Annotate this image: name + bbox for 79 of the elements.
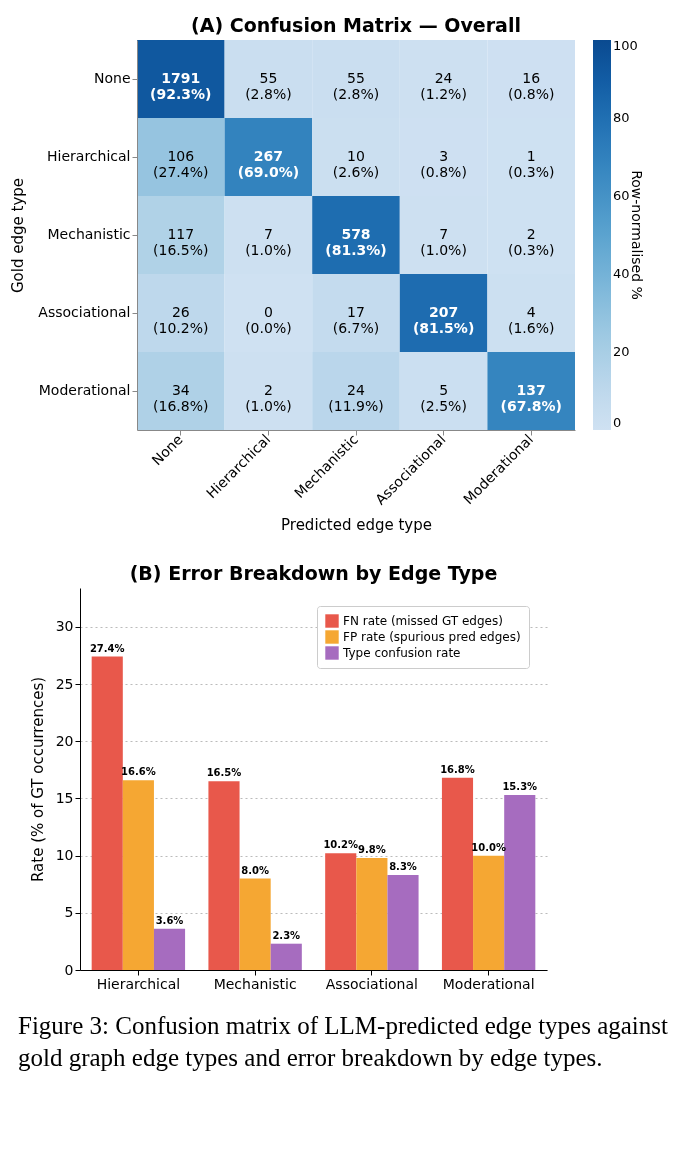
- bar: [504, 795, 536, 970]
- y-tick-label: 25: [55, 675, 74, 692]
- caption: Figure 3: Confusion matrix of LLM-predicted edge types against gold graph edge types and error breakdown by edge types.: [18, 1011, 668, 1073]
- bar: [239, 878, 271, 970]
- bar: [356, 857, 388, 970]
- data-label: 55 (2.8%): [245, 70, 292, 102]
- y-tick-label: 30: [55, 618, 74, 635]
- color-bar-label: 40: [613, 266, 630, 281]
- color-bar-title: Row-normalised %: [629, 170, 645, 300]
- y-tick-label: 15: [55, 789, 74, 806]
- data-label: 207 (81.5%): [412, 304, 475, 336]
- y-axis-title: Gold edge type: [9, 177, 28, 294]
- data-label: 2 (0.3%): [507, 226, 555, 258]
- data-label: 117 (16.5%): [153, 226, 209, 258]
- bar: [270, 943, 302, 970]
- y-tick-label: None: [93, 70, 131, 86]
- data-label: 24 (11.9%): [328, 382, 384, 414]
- data-label: 4 (1.6%): [507, 304, 555, 336]
- y-tick-label: Mechanistic: [47, 226, 131, 242]
- data-label: 267 (69.0%): [237, 148, 300, 180]
- data-label: 2.3%: [272, 929, 301, 941]
- color-bar-label: 80: [613, 110, 630, 125]
- data-label: 137 (67.8%): [500, 382, 562, 414]
- chart-title: (A) Confusion Matrix — Overall: [191, 14, 521, 36]
- data-label: 55 (2.8%): [332, 70, 380, 102]
- y-tick-label: 5: [64, 904, 74, 921]
- bar: [473, 855, 505, 970]
- data-label: 578 (81.3%): [325, 226, 387, 258]
- data-label: 27.4%: [89, 642, 125, 654]
- legend-label: Type confusion rate: [342, 646, 461, 660]
- y-tick-label: Associational: [38, 304, 131, 320]
- legend-label: FN rate (missed GT edges): [343, 614, 503, 628]
- chart-title: (B) Error Breakdown by Edge Type: [129, 562, 498, 584]
- y-tick-label: 10: [55, 847, 74, 864]
- data-label: 3 (0.8%): [420, 148, 467, 180]
- data-label: 106 (27.4%): [153, 148, 209, 180]
- color-bar-label: 100: [613, 38, 638, 53]
- data-label: 0 (0.0%): [245, 304, 292, 336]
- x-tick-label: Associational: [325, 975, 418, 992]
- data-label: 26 (10.2%): [153, 304, 209, 336]
- data-label: 15.3%: [502, 781, 538, 793]
- x-tick-label: Moderational: [442, 975, 535, 992]
- data-label: 10.2%: [323, 839, 359, 851]
- y-tick-label: 0: [64, 961, 74, 978]
- data-label: 7 (1.0%): [245, 226, 292, 258]
- bar: [208, 781, 240, 970]
- bar: [325, 853, 357, 970]
- x-tick-label: Hierarchical: [96, 975, 181, 992]
- data-label: 2 (1.0%): [245, 382, 292, 414]
- y-axis-title: Rate (% of GT occurrences): [28, 676, 47, 883]
- data-label: 24 (1.2%): [420, 70, 467, 102]
- y-tick-label: Hierarchical: [47, 148, 131, 164]
- data-label: 16.5%: [206, 767, 242, 779]
- bar: [91, 656, 123, 970]
- y-tick-label: 20: [55, 732, 74, 749]
- bar: [387, 875, 419, 970]
- y-tick-label: Moderational: [38, 382, 131, 398]
- data-label: 1791 (92.3%): [150, 70, 212, 102]
- data-label: 9.8%: [358, 843, 386, 855]
- color-bar-label: 60: [613, 188, 630, 203]
- data-label: 5 (2.5%): [420, 382, 467, 414]
- x-tick-label: Mechanistic: [213, 975, 297, 992]
- x-axis-title: Predicted edge type: [281, 515, 432, 534]
- bar: [122, 780, 154, 970]
- data-label: 16 (0.8%): [507, 70, 555, 102]
- data-label: 17 (6.7%): [332, 304, 380, 336]
- data-label: 7 (1.0%): [420, 226, 467, 258]
- data-label: 1 (0.3%): [507, 148, 555, 180]
- data-label: 8.3%: [389, 861, 417, 873]
- data-label: 34 (16.8%): [153, 382, 209, 414]
- color-bar-label: 0: [613, 415, 622, 430]
- bar: [441, 777, 474, 970]
- data-label: 8.0%: [241, 864, 269, 876]
- data-label: 16.8%: [440, 763, 475, 775]
- legend-label: FP rate (spurious pred edges): [343, 630, 521, 644]
- data-label: 10 (2.6%): [332, 148, 380, 180]
- data-label: 3.6%: [155, 914, 184, 926]
- bar: [153, 928, 186, 970]
- color-bar-label: 20: [613, 344, 630, 359]
